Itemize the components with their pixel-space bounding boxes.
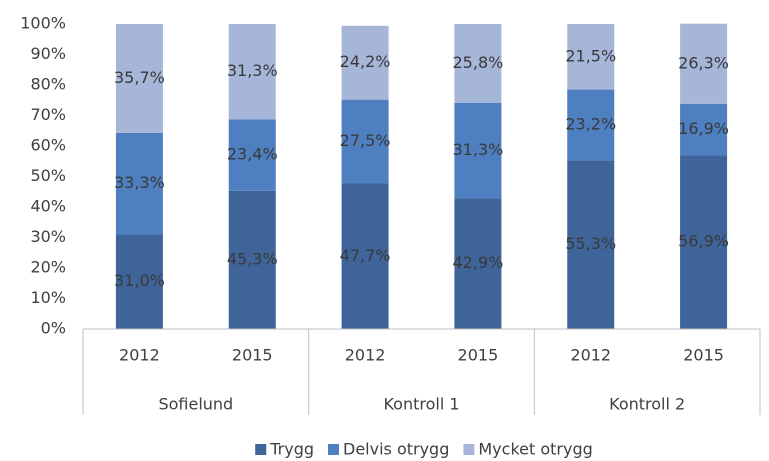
bar-segment [567,160,615,329]
legend-label: Delvis otrygg [343,440,449,459]
x-tick-label: 2012 [570,346,611,365]
data-label: 23,4% [227,145,278,164]
y-tick-label: 50% [30,166,66,185]
y-tick-label: 0% [41,319,66,338]
bar-segment [115,24,163,133]
y-tick-label: 70% [30,105,66,124]
data-label: 24,2% [340,52,391,71]
group-label: Sofielund [158,395,233,414]
data-label: 27,5% [340,131,391,150]
legend-label: Trygg [269,440,314,459]
data-label: 21,5% [565,46,616,65]
bar-segment [680,23,728,104]
x-tick-label: 2015 [683,346,724,365]
bar-segment [228,119,276,191]
bar-segment [341,99,389,184]
bar-segment [680,103,728,156]
group-label: Kontroll 2 [609,395,685,414]
y-tick-label: 40% [30,197,66,216]
data-label: 25,8% [453,53,504,72]
bar-segment [567,24,615,90]
y-tick-label: 100% [20,14,66,33]
x-tick-label: 2012 [119,346,160,365]
y-tick-label: 60% [30,136,66,155]
y-tick-label: 10% [30,288,66,307]
data-label: 31,3% [453,140,504,159]
data-label: 23,2% [565,114,616,133]
data-label: 42,9% [453,253,504,272]
bar-segment [228,190,276,329]
x-tick-label: 2012 [345,346,386,365]
x-tick-label: 2015 [232,346,273,365]
data-label: 26,3% [678,53,729,72]
bar-segment [228,24,276,120]
bar-segment [680,155,728,329]
data-label: 31,3% [227,61,278,80]
data-label: 56,9% [678,232,729,251]
y-tick-label: 20% [30,258,66,277]
data-label: 31,0% [114,271,165,290]
data-label: 55,3% [565,234,616,253]
bar-segment [567,89,615,161]
bar-segment [341,183,389,329]
data-label: 35,7% [114,68,165,87]
bar-segment [454,24,502,103]
data-label: 45,3% [227,249,278,268]
legend-swatch [328,444,340,455]
data-label: 47,7% [340,246,391,265]
y-tick-label: 80% [30,75,66,94]
y-tick-label: 90% [30,44,66,63]
bar-segment [115,132,163,235]
bar-segment [454,102,502,199]
data-label: 16,9% [678,119,729,138]
data-label: 33,3% [114,173,165,192]
legend-swatch [463,444,475,455]
legend-swatch [255,444,267,455]
x-tick-label: 2015 [458,346,499,365]
bar-segment [115,234,163,329]
bar-segment [454,198,502,329]
legend-label: Mycket otrygg [478,440,592,459]
bar-segment [341,25,389,100]
y-tick-label: 30% [30,227,66,246]
group-label: Kontroll 1 [383,395,459,414]
